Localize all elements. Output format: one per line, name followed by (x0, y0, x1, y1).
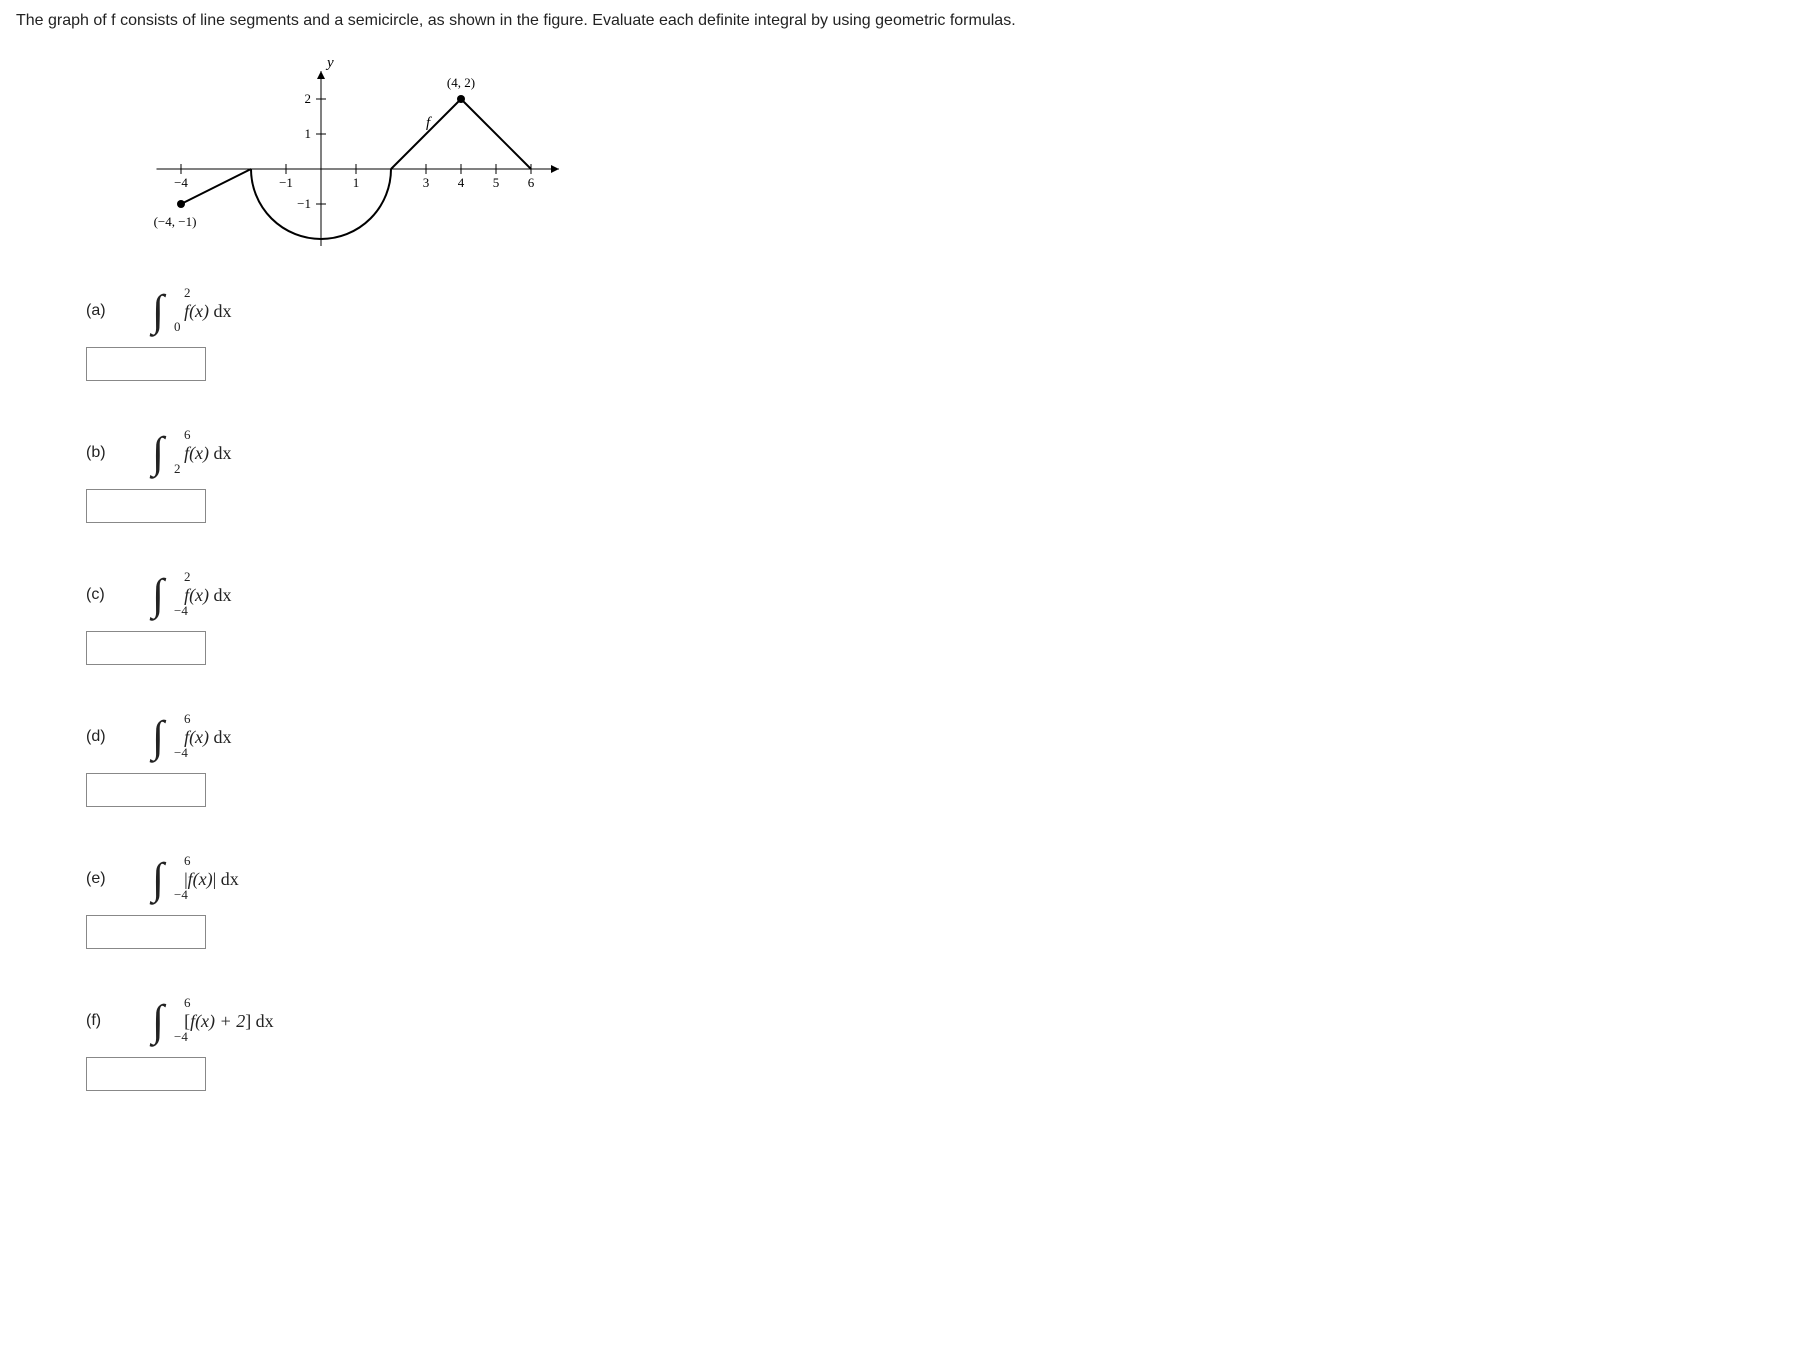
svg-text:6: 6 (528, 175, 535, 190)
integral-expression: ∫2−4f(x) dx (152, 573, 232, 617)
part-label: (f) (86, 1012, 116, 1030)
integral-lower-limit: 2 (174, 461, 181, 477)
integral-upper-limit: 2 (184, 285, 191, 301)
part-label: (d) (86, 728, 116, 746)
integral-upper-limit: 6 (184, 427, 191, 443)
answer-input[interactable] (86, 1057, 206, 1091)
integral-upper-limit: 6 (184, 995, 191, 1011)
integral-upper-limit: 6 (184, 711, 191, 727)
part-e: (e) ∫6−4|f(x)| dx (86, 857, 1778, 949)
integrand: [f(x) + 2] dx (184, 1011, 274, 1032)
part-label: (a) (86, 302, 116, 320)
svg-text:1: 1 (353, 175, 360, 190)
integral-sign-icon: ∫ (152, 289, 164, 333)
integral-expression: ∫6−4[f(x) + 2] dx (152, 999, 274, 1043)
part-label: (b) (86, 444, 116, 462)
integral-lower-limit: −4 (174, 745, 188, 761)
integral-upper-limit: 2 (184, 569, 191, 585)
svg-text:(4, 2): (4, 2) (447, 75, 475, 90)
integral-sign-icon: ∫ (152, 715, 164, 759)
integrand: f(x) dx (184, 443, 231, 464)
svg-text:2: 2 (305, 91, 312, 106)
svg-text:1: 1 (305, 126, 312, 141)
answer-input[interactable] (86, 631, 206, 665)
part-f: (f) ∫6−4[f(x) + 2] dx (86, 999, 1778, 1091)
answer-input[interactable] (86, 489, 206, 523)
integrand: f(x) dx (184, 727, 231, 748)
integral-lower-limit: 0 (174, 319, 181, 335)
figure-container: xy−4−113456−112f(−4, −1)(4, 2) (136, 54, 1778, 259)
part-a: (a) ∫20f(x) dx (86, 289, 1778, 381)
part-b: (b) ∫62f(x) dx (86, 431, 1778, 523)
integral-sign-icon: ∫ (152, 857, 164, 901)
part-row: (c) ∫2−4f(x) dx (86, 573, 1778, 617)
problem-prompt: The graph of f consists of line segments… (16, 12, 1778, 30)
part-c: (c) ∫2−4f(x) dx (86, 573, 1778, 665)
integral-sign-icon: ∫ (152, 573, 164, 617)
integrand: f(x) dx (184, 585, 231, 606)
integral-lower-limit: −4 (174, 1029, 188, 1045)
svg-text:−1: −1 (297, 196, 311, 211)
integral-sign-icon: ∫ (152, 431, 164, 475)
answer-input[interactable] (86, 915, 206, 949)
integral-lower-limit: −4 (174, 603, 188, 619)
integral-expression: ∫62f(x) dx (152, 431, 232, 475)
integrand: |f(x)| dx (184, 869, 239, 890)
part-row: (a) ∫20f(x) dx (86, 289, 1778, 333)
parts-list: (a)∫20f(x) dx(b)∫62f(x) dx(c)∫2−4f(x) dx… (86, 289, 1778, 1091)
part-row: (e) ∫6−4|f(x)| dx (86, 857, 1778, 901)
svg-text:y: y (325, 55, 334, 71)
answer-input[interactable] (86, 347, 206, 381)
integral-lower-limit: −4 (174, 887, 188, 903)
part-label: (c) (86, 586, 116, 604)
svg-text:−4: −4 (174, 175, 188, 190)
integral-expression: ∫20f(x) dx (152, 289, 232, 333)
graph-figure: xy−4−113456−112f(−4, −1)(4, 2) (136, 54, 566, 254)
part-row: (d) ∫6−4f(x) dx (86, 715, 1778, 759)
integral-sign-icon: ∫ (152, 999, 164, 1043)
part-row: (b) ∫62f(x) dx (86, 431, 1778, 475)
integrand: f(x) dx (184, 301, 231, 322)
svg-text:3: 3 (423, 175, 430, 190)
part-label: (e) (86, 870, 116, 888)
svg-text:−1: −1 (279, 175, 293, 190)
integral-expression: ∫6−4f(x) dx (152, 715, 232, 759)
part-d: (d) ∫6−4f(x) dx (86, 715, 1778, 807)
svg-text:(−4, −1): (−4, −1) (154, 214, 197, 229)
integral-upper-limit: 6 (184, 853, 191, 869)
svg-text:4: 4 (458, 175, 465, 190)
part-row: (f) ∫6−4[f(x) + 2] dx (86, 999, 1778, 1043)
answer-input[interactable] (86, 773, 206, 807)
integral-expression: ∫6−4|f(x)| dx (152, 857, 239, 901)
svg-text:5: 5 (493, 175, 500, 190)
